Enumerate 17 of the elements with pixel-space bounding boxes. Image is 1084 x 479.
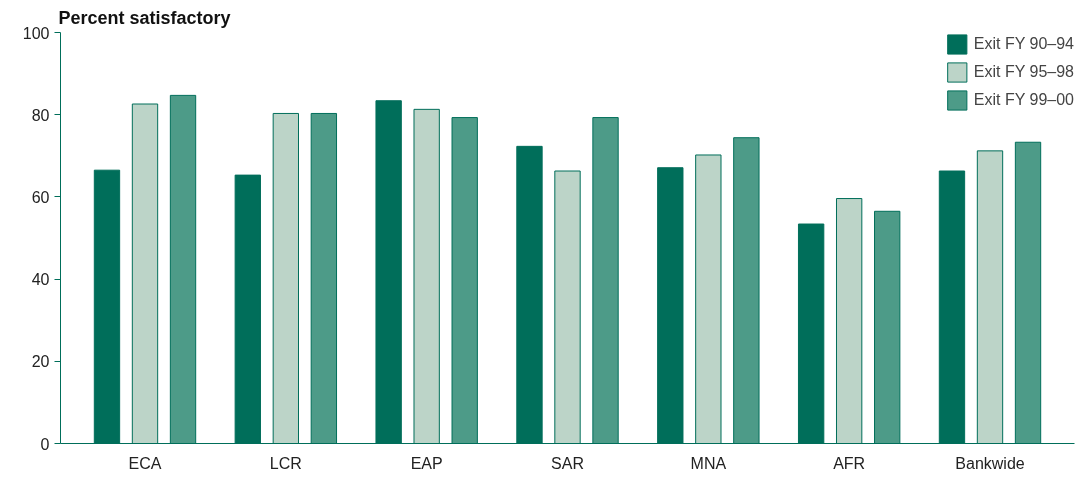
x-tick-label: AFR (833, 454, 866, 472)
y-tick-label: 100 (22, 24, 50, 42)
x-tick-label: MNA (690, 454, 727, 472)
y-tick-label: 60 (31, 188, 50, 206)
y-tick-label: 0 (40, 435, 50, 453)
y-tick-label: 40 (31, 271, 50, 289)
legend-label: Exit FY 99–00 (973, 91, 1074, 109)
x-tick-label: Bankwide (955, 454, 1025, 472)
x-tick-label: SAR (551, 454, 584, 472)
y-tick-label: 80 (31, 106, 50, 124)
x-tick-label: LCR (269, 454, 302, 472)
x-tick-label: ECA (128, 454, 162, 472)
y-axis-title: Percent satisfactory (58, 7, 231, 28)
x-tick-label: EAP (410, 454, 443, 472)
legend-label: Exit FY 95–98 (973, 63, 1074, 81)
legend-label: Exit FY 90–94 (973, 35, 1074, 53)
y-tick-label: 20 (31, 353, 50, 371)
